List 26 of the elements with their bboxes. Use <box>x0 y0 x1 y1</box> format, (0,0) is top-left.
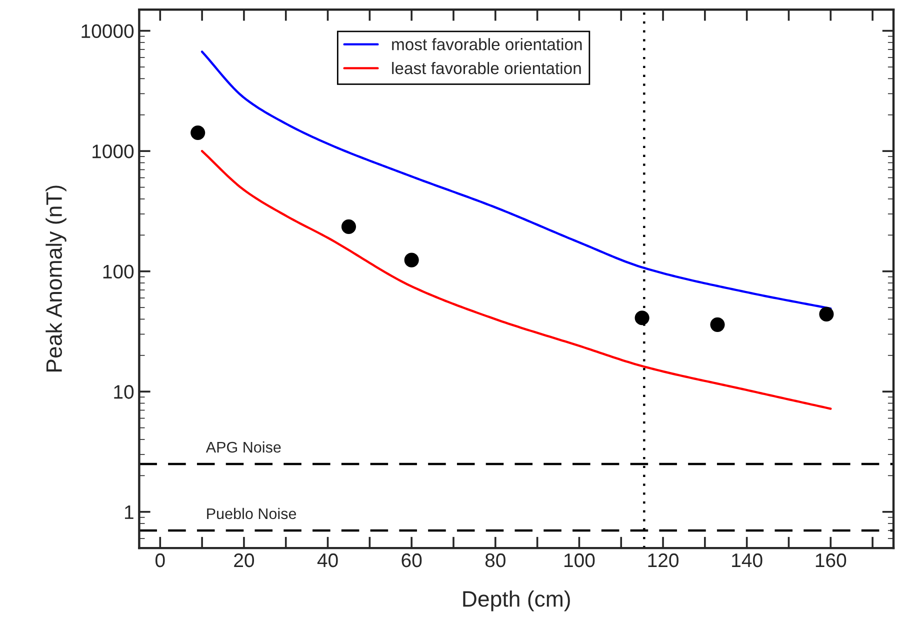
y-tick-label: 1000 <box>92 144 134 158</box>
point <box>190 125 206 140</box>
y-axis-title: Peak Anomaly (nT) <box>46 186 66 372</box>
x-tick-label: 80 <box>485 553 506 568</box>
legend-label: most favorable orientation <box>392 38 582 50</box>
x-tick-label: 0 <box>155 553 165 568</box>
y-tick-label: 10 <box>114 385 134 399</box>
point <box>710 317 725 332</box>
y-tick-label: 1 <box>125 506 134 519</box>
point <box>634 310 650 326</box>
point <box>819 306 834 322</box>
x-tick-label: 60 <box>402 553 422 568</box>
x-tick-label: 100 <box>564 553 595 568</box>
legend-label: least favorable orientation <box>392 62 581 74</box>
x-tick-label: 20 <box>234 553 254 568</box>
point <box>404 252 419 268</box>
ref-line-label: APG Noise <box>206 441 281 453</box>
x-tick-label: 120 <box>648 553 678 568</box>
x-tick-label: 160 <box>816 553 846 568</box>
x-axis-title: Depth (cm) <box>463 590 570 612</box>
x-tick-label: 40 <box>317 553 338 568</box>
ref-line-label: Pueblo Noise <box>207 508 296 520</box>
y-tick-label: 100 <box>103 264 134 279</box>
point <box>341 219 356 234</box>
y-tick-label: 10000 <box>82 24 134 38</box>
x-tick-label: 140 <box>732 553 762 568</box>
